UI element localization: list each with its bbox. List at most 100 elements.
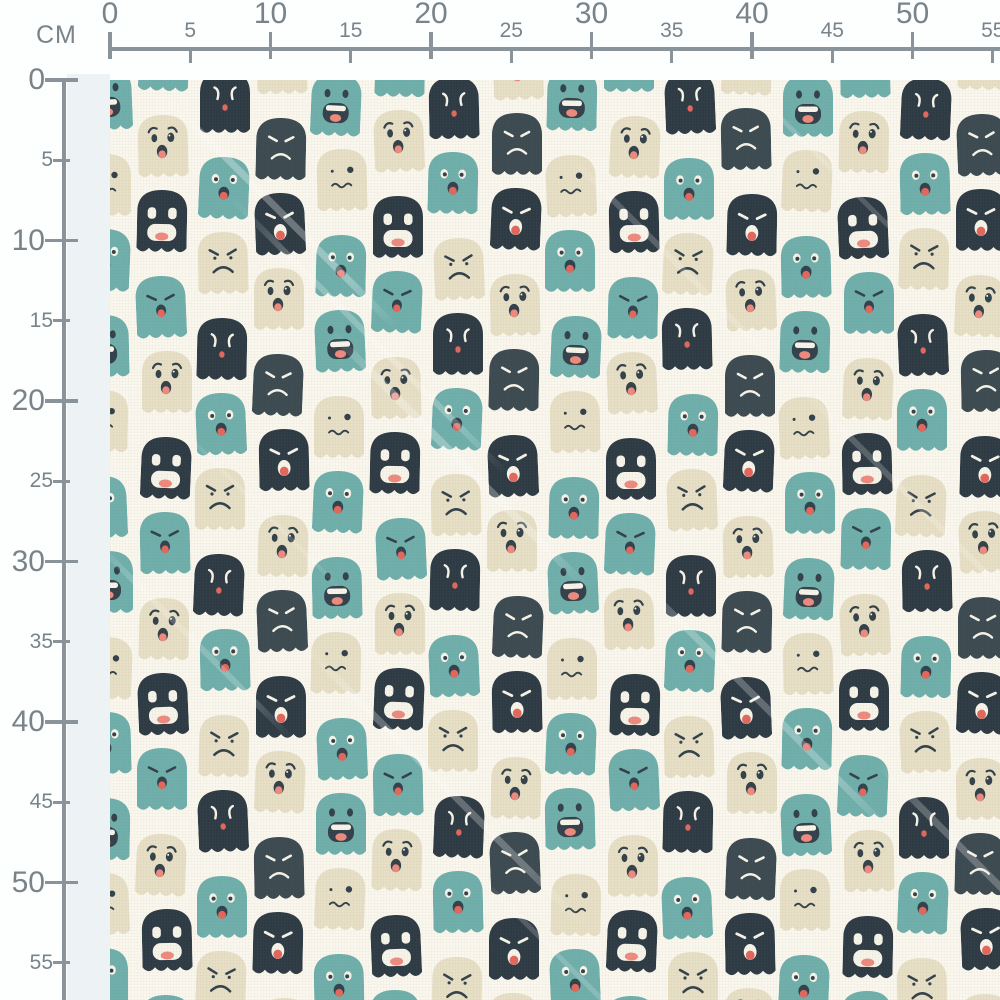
ghost: [253, 834, 305, 903]
h-ruler-tick-label: 20: [414, 0, 448, 30]
ghost: [546, 80, 598, 136]
ghost: [254, 115, 306, 184]
ghost: [258, 426, 310, 495]
ghost: [370, 268, 423, 338]
ghost: [491, 80, 544, 105]
ghost: [256, 80, 308, 99]
ghost: [603, 585, 655, 654]
ghost: [953, 272, 1000, 342]
ghost: [608, 671, 660, 740]
v-ruler-tick-label: 10: [11, 223, 45, 257]
ghost: [433, 311, 483, 379]
ghost: [110, 226, 131, 296]
ghost: [662, 788, 714, 857]
v-ruler-tick-label: 40: [11, 705, 45, 738]
ghost: [782, 555, 836, 625]
h-ruler-tick: [188, 49, 192, 63]
ghost: [110, 152, 131, 220]
ghost: [486, 432, 539, 502]
ghost: [783, 80, 833, 141]
ghost: [491, 593, 544, 663]
ghost: [136, 746, 187, 814]
ghost: [836, 752, 889, 822]
ghost: [608, 113, 661, 183]
ghost: [431, 954, 483, 1000]
ghost: [841, 913, 893, 982]
ghost: [960, 347, 1000, 416]
fabric-preview[interactable]: [110, 80, 1000, 1000]
ghost: [313, 951, 365, 1000]
ghost: [960, 992, 1000, 1000]
ghost: [110, 80, 134, 135]
ghost: [547, 636, 597, 704]
ghost: [368, 429, 420, 498]
ghost: [137, 112, 189, 181]
horizontal-ruler-line: [108, 47, 1000, 51]
ghost: [839, 80, 891, 103]
ghost: [200, 80, 250, 137]
ghost: [720, 80, 773, 100]
h-ruler-tick-label: 25: [499, 19, 523, 42]
ghost: [139, 992, 191, 1000]
h-ruler-tick: [108, 32, 112, 59]
ghost: [374, 515, 427, 585]
ghost: [491, 111, 542, 179]
ghost: [315, 232, 367, 301]
ghost: [370, 354, 422, 423]
ghost: [110, 870, 131, 940]
ghost: [110, 549, 133, 617]
vertical-ruler-line: [62, 78, 66, 1000]
ghost: [782, 630, 834, 699]
ghost: [491, 668, 543, 737]
ghost: [720, 588, 772, 657]
ghost: [956, 80, 1000, 95]
h-ruler-tick-label: 40: [735, 0, 769, 30]
ghost: [957, 508, 1000, 578]
ghost: [901, 547, 953, 616]
h-ruler-tick-label: 35: [660, 19, 684, 42]
ghost: [664, 156, 714, 224]
ghost: [724, 910, 776, 979]
ghost: [139, 509, 191, 578]
ghost: [957, 595, 1000, 663]
ghost: [110, 387, 129, 456]
ghost: [194, 948, 248, 1000]
ghost: [781, 705, 833, 774]
ghost: [545, 152, 598, 222]
h-ruler-tick: [429, 32, 433, 59]
ghost: [958, 433, 1000, 502]
ghost: [841, 355, 894, 425]
ghost: [430, 385, 484, 455]
ghost: [894, 472, 948, 542]
ghost: [110, 634, 133, 704]
ghost: [369, 912, 422, 982]
h-ruler-tick-label: 5: [184, 19, 197, 42]
ghost: [488, 829, 541, 899]
v-ruler-tick-label: 55: [29, 950, 53, 974]
ghost: [314, 307, 367, 377]
ghost: [663, 627, 717, 697]
ghost: [309, 80, 363, 141]
ghost: [197, 229, 249, 298]
ghost: [899, 795, 949, 863]
ghost: [959, 905, 1000, 975]
v-ruler-tick-label: 45: [29, 790, 53, 814]
ghost: [780, 233, 832, 302]
ghost: [192, 551, 246, 621]
ghost: [719, 674, 772, 744]
v-ruler-tick-label: 5: [41, 148, 53, 172]
ghost: [314, 394, 364, 462]
ghost: [427, 149, 479, 218]
ghost: [549, 388, 601, 457]
h-ruler-tick-label: 50: [895, 0, 930, 30]
ghost: [199, 626, 251, 695]
ghost: [313, 865, 367, 935]
h-ruler-tick: [509, 49, 513, 63]
ghost: [547, 549, 600, 619]
ghost: [316, 146, 368, 215]
ghost: [489, 185, 542, 255]
h-ruler-tick-label: 10: [253, 0, 288, 30]
ghost: [896, 869, 950, 939]
ghost: [785, 470, 835, 538]
